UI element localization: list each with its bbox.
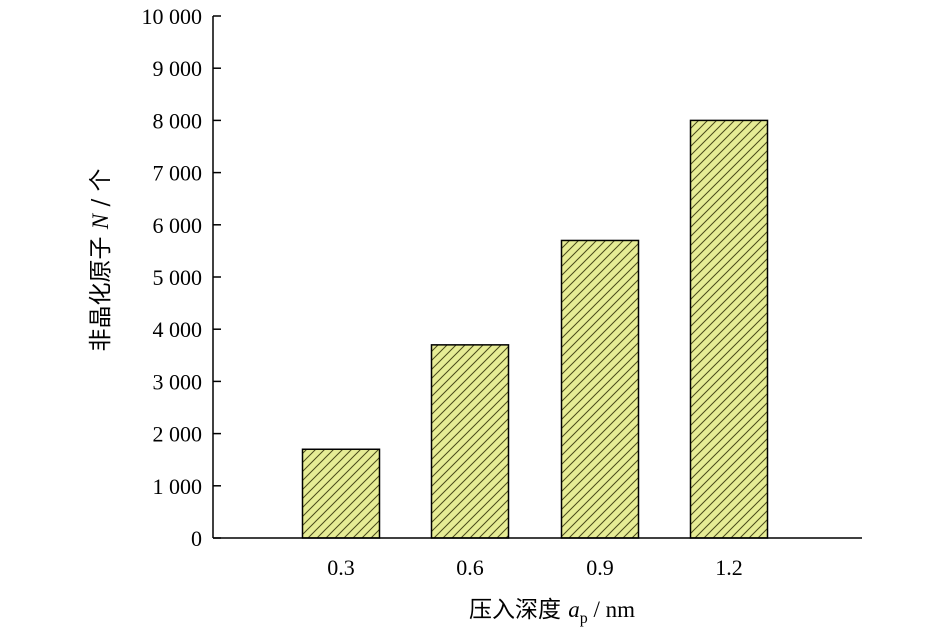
x-axis-label-unit: / nm xyxy=(588,597,635,622)
y-tick-label: 0 xyxy=(191,526,202,551)
x-tick-label: 0.6 xyxy=(456,555,484,580)
x-tick-label: 0.9 xyxy=(586,555,614,580)
x-axis-label: 压入深度 ap / nm xyxy=(469,597,635,627)
bar-1.2 xyxy=(689,119,769,539)
bar-0.6 xyxy=(430,344,510,539)
y-tick-label: 10 000 xyxy=(142,4,203,29)
y-tick-label: 8 000 xyxy=(153,108,203,133)
x-axis-label-symbol: a xyxy=(568,597,580,622)
y-axis-label-symbol: N xyxy=(88,212,113,230)
y-tick-label: 1 000 xyxy=(153,474,203,499)
y-axis-label: 非晶化原子 N / 个 xyxy=(88,168,114,351)
y-tick-label: 6 000 xyxy=(153,213,203,238)
y-tick-label: 2 000 xyxy=(153,422,203,447)
y-tick-label: 4 000 xyxy=(153,317,203,342)
x-axis-label-prefix: 压入深度 xyxy=(469,597,568,623)
y-tick-label: 7 000 xyxy=(153,161,203,186)
y-axis-label-unit: / 个 xyxy=(88,168,114,213)
y-axis-label-prefix: 非晶化原子 xyxy=(88,229,114,351)
x-axis-label-subscript: p xyxy=(580,610,588,627)
bars-group xyxy=(301,119,769,539)
x-tick-label: 0.3 xyxy=(327,555,355,580)
y-ticks-group: 0 1 000 2 000 3 000 4 000 5 000 6 000 7 000 8 00… xyxy=(142,4,221,551)
x-tick-label: 1.2 xyxy=(715,555,743,580)
y-tick-label: 5 000 xyxy=(153,265,203,290)
bar-0.3 xyxy=(301,448,381,539)
x-ticks-group: 0.3 0.6 0.9 1.2 xyxy=(327,555,743,580)
y-tick-label: 3 000 xyxy=(153,369,203,394)
bar-0.9 xyxy=(560,239,640,539)
y-tick-label: 9 000 xyxy=(153,56,203,81)
